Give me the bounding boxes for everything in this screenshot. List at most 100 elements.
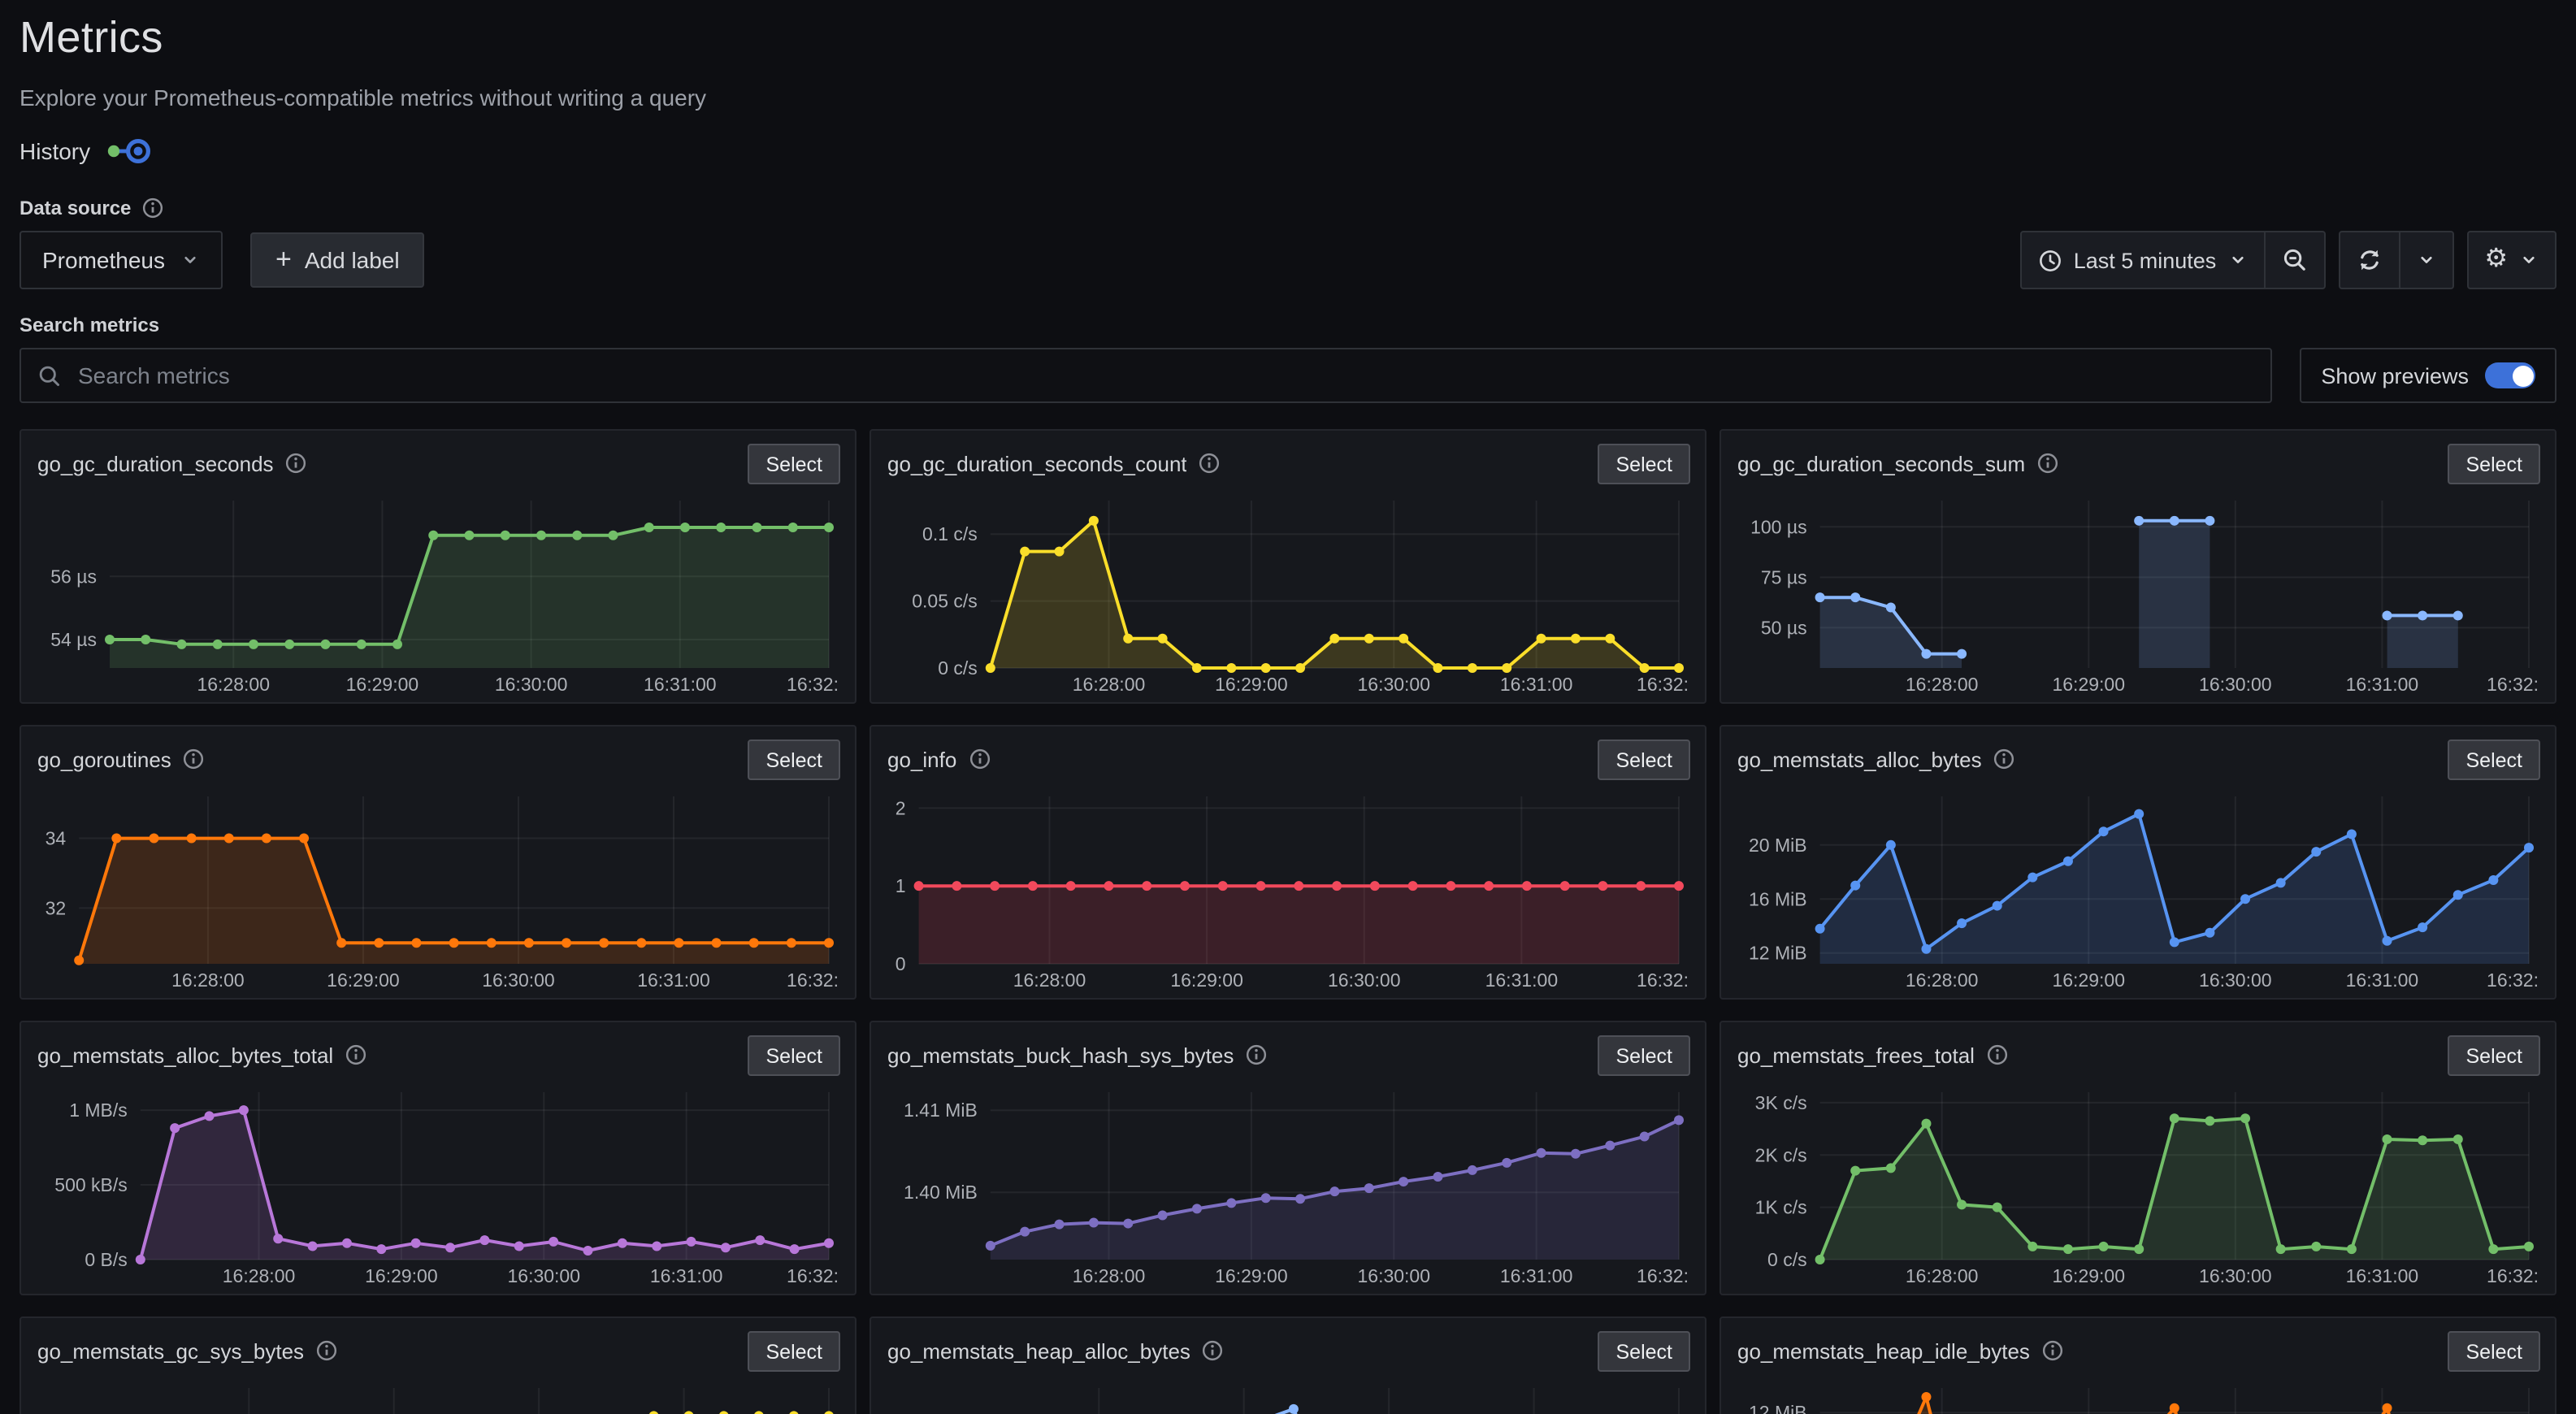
svg-text:16:29:00: 16:29:00	[2052, 1265, 2125, 1286]
info-icon[interactable]	[315, 1339, 338, 1362]
search-metrics-label: Search metrics	[20, 314, 160, 336]
time-range-label: Last 5 minutes	[2073, 248, 2217, 272]
metric-sparkline-chart: 0 1 2 16:28:00 16:29:00 16:30:00 16:31:00 16:32…	[887, 788, 1689, 991]
metric-name: go_gc_duration_seconds	[37, 451, 274, 475]
svg-text:16:30:00: 16:30:00	[2199, 969, 2272, 991]
chevron-down-icon	[2420, 256, 2431, 263]
metric-panel: go_memstats_heap_idle_bytes Select 12 MiB1…	[1720, 1316, 2556, 1414]
select-button[interactable]: Select	[1598, 1331, 1690, 1372]
plus-icon: +	[275, 244, 292, 275]
info-icon[interactable]	[968, 748, 991, 770]
svg-text:16:28:00: 16:28:00	[1013, 969, 1086, 991]
select-button[interactable]: Select	[2448, 444, 2540, 484]
svg-text:16:29:00: 16:29:00	[1215, 1265, 1288, 1286]
metric-panel: go_memstats_heap_alloc_bytes Select 16:28:…	[870, 1316, 1706, 1414]
select-button[interactable]: Select	[748, 740, 840, 780]
info-icon[interactable]	[345, 1043, 367, 1066]
info-icon[interactable]	[1245, 1043, 1268, 1066]
info-icon[interactable]	[1986, 1043, 2009, 1066]
svg-text:16:29:00: 16:29:00	[346, 674, 419, 695]
time-range-picker[interactable]: Last 5 minutes	[2022, 232, 2264, 288]
search-input[interactable]	[75, 361, 2255, 390]
settings-group: ⚙	[2466, 231, 2556, 289]
select-button[interactable]: Select	[2448, 1331, 2540, 1372]
zoom-out-icon	[2283, 249, 2305, 271]
metric-sparkline-chart: 12 MiB16:28:0016:29:0016:30:0016:31:0016…	[1737, 1380, 2539, 1414]
svg-text:75 µs: 75 µs	[1761, 566, 1807, 588]
svg-text:16:32:: 16:32:	[787, 969, 839, 991]
info-icon[interactable]	[141, 197, 163, 219]
refresh-group	[2338, 231, 2454, 289]
svg-text:16:31:00: 16:31:00	[1500, 1265, 1573, 1286]
svg-text:500 kB/s: 500 kB/s	[54, 1174, 128, 1195]
info-icon[interactable]	[2041, 1339, 2064, 1362]
select-button[interactable]: Select	[2448, 1035, 2540, 1076]
svg-text:16:30:00: 16:30:00	[495, 674, 568, 695]
info-icon[interactable]	[1202, 1339, 1225, 1362]
zoom-out-button[interactable]	[2263, 232, 2323, 288]
select-button[interactable]: Select	[1598, 740, 1690, 780]
select-button[interactable]: Select	[1598, 444, 1690, 484]
svg-text:0.1 c/s: 0.1 c/s	[922, 523, 978, 544]
history-label: History	[20, 138, 91, 164]
add-label-button[interactable]: + Add label	[250, 232, 424, 288]
svg-text:16:28:00: 16:28:00	[1906, 1265, 1979, 1286]
refresh-icon	[2360, 249, 2379, 271]
metric-name: go_gc_duration_seconds_sum	[1737, 451, 2026, 475]
metric-sparkline-chart: 50 µs 75 µs 100 µs 16:28:00 16:29:00 16:30:00…	[1737, 492, 2539, 695]
metric-name: go_memstats_frees_total	[1737, 1043, 1975, 1067]
metric-name: go_info	[887, 747, 957, 771]
select-button[interactable]: Select	[748, 1035, 840, 1076]
svg-text:32: 32	[46, 897, 67, 918]
svg-text:16:30:00: 16:30:00	[1328, 969, 1401, 991]
info-icon[interactable]	[1199, 452, 1221, 475]
svg-text:16:32:: 16:32:	[2487, 969, 2539, 991]
svg-text:16:31:00: 16:31:00	[1485, 969, 1559, 991]
settings-button[interactable]: ⚙	[2468, 232, 2555, 288]
svg-text:16:29:00: 16:29:00	[2052, 674, 2125, 695]
info-icon[interactable]	[183, 748, 206, 770]
refresh-interval-dropdown[interactable]	[2398, 232, 2452, 288]
metric-panel: go_gc_duration_seconds Select 54 µs 56 µs 16…	[20, 429, 856, 704]
metric-panel: go_memstats_gc_sys_bytes Select 16:28:0016…	[20, 1316, 856, 1414]
svg-text:100 µs: 100 µs	[1750, 516, 1807, 537]
metric-panel: go_goroutines Select 32 34 16:28:00 16:29:00 1…	[20, 725, 856, 1000]
svg-text:16:30:00: 16:30:00	[1357, 674, 1430, 695]
info-icon[interactable]	[2036, 452, 2059, 475]
svg-text:0: 0	[896, 953, 906, 974]
history-steps-icon[interactable]	[103, 135, 158, 167]
datasource-picker[interactable]: Prometheus	[20, 231, 223, 289]
metric-sparkline-chart: 0 c/s 1K c/s 2K c/s 3K c/s 16:28:00 16:29:00 1…	[1737, 1084, 2539, 1286]
chevron-down-icon	[185, 256, 197, 263]
refresh-button[interactable]	[2340, 232, 2398, 288]
select-button[interactable]: Select	[748, 1331, 840, 1372]
svg-text:16:30:00: 16:30:00	[482, 969, 555, 991]
metric-name: go_memstats_heap_alloc_bytes	[887, 1338, 1190, 1363]
search-icon	[39, 365, 60, 386]
svg-text:56 µs: 56 µs	[50, 566, 97, 587]
svg-text:16:31:00: 16:31:00	[2346, 969, 2419, 991]
metric-panel: go_info Select 0 1 2 16:28:00 16:29:00 16:30:00…	[870, 725, 1706, 1000]
svg-text:12 MiB: 12 MiB	[1749, 943, 1807, 964]
search-box	[20, 348, 2273, 403]
svg-text:0 c/s: 0 c/s	[1767, 1249, 1807, 1270]
info-icon[interactable]	[1993, 748, 2016, 770]
select-button[interactable]: Select	[1598, 1035, 1690, 1076]
select-button[interactable]: Select	[748, 444, 840, 484]
svg-text:1: 1	[896, 875, 906, 896]
metric-name: go_memstats_buck_hash_sys_bytes	[887, 1043, 1234, 1067]
metric-name: go_memstats_alloc_bytes	[1737, 747, 1982, 771]
svg-text:16:29:00: 16:29:00	[1215, 674, 1288, 695]
select-button[interactable]: Select	[2448, 740, 2540, 780]
show-previews-toggle[interactable]	[2485, 362, 2535, 388]
metric-sparkline-chart: 0 B/s 500 kB/s 1 MB/s 16:28:00 16:29:00 16:30…	[37, 1084, 839, 1286]
svg-text:16:32:: 16:32:	[787, 674, 839, 695]
svg-text:0 c/s: 0 c/s	[938, 657, 978, 679]
svg-text:16:28:00: 16:28:00	[1073, 1265, 1146, 1286]
svg-text:16:32:: 16:32:	[787, 1265, 839, 1286]
svg-text:16:28:00: 16:28:00	[1906, 969, 1979, 991]
metric-name: go_gc_duration_seconds_count	[887, 451, 1187, 475]
info-icon[interactable]	[285, 452, 308, 475]
